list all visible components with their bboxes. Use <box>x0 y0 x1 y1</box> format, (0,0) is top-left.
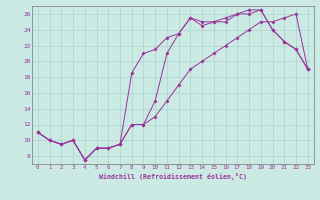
X-axis label: Windchill (Refroidissement éolien,°C): Windchill (Refroidissement éolien,°C) <box>99 173 247 180</box>
